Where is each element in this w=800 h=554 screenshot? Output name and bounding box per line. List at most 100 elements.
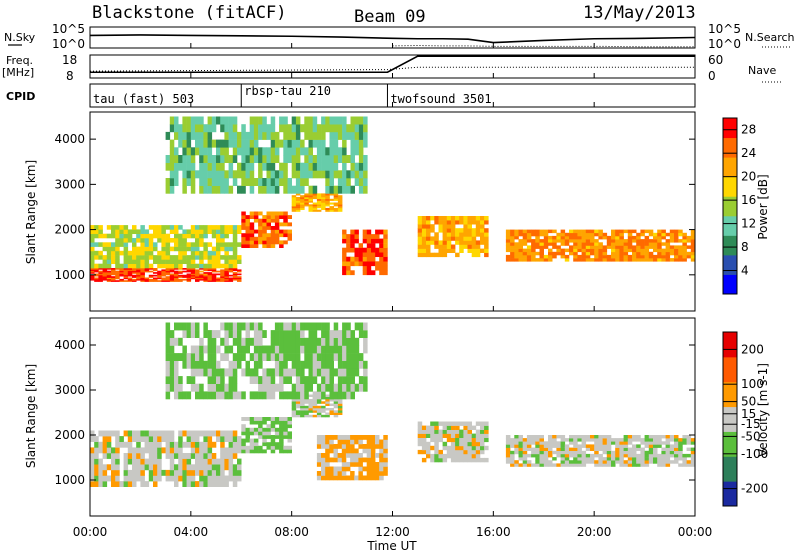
colorbar-swatch (723, 456, 737, 482)
heat-cell (270, 178, 276, 186)
heat-cell (669, 232, 675, 237)
heat-cell (90, 255, 95, 260)
heat-cell (653, 438, 658, 442)
heat-cell (140, 274, 145, 277)
heat-cell (585, 254, 591, 259)
heat-cell (144, 250, 150, 256)
heat-cell (383, 466, 388, 472)
heat-cell (657, 242, 662, 246)
heat-cell (505, 239, 511, 243)
heat-cell (350, 116, 355, 125)
heat-cell (253, 330, 259, 338)
heat-cell (325, 360, 330, 369)
heat-cell (363, 170, 368, 179)
colorbar-swatch (723, 196, 737, 217)
heat-cell (661, 453, 666, 458)
heat-cell (577, 453, 582, 458)
heat-cell (203, 273, 208, 276)
heat-cell (526, 460, 532, 464)
heat-cell (619, 251, 624, 256)
heat-cell (119, 233, 124, 239)
heat-cell (644, 245, 650, 249)
heat-cell (279, 170, 284, 179)
heat-cell (237, 447, 242, 454)
heat-cell (455, 453, 460, 459)
heat-cell (245, 215, 250, 219)
heat-cell (539, 441, 544, 445)
heat-cell (287, 449, 292, 454)
heat-cell (203, 185, 208, 194)
heat-cell (325, 457, 330, 463)
heat-cell (417, 252, 423, 258)
heat-cell (674, 457, 679, 461)
heat-cell (279, 322, 284, 331)
heat-cell (220, 116, 225, 125)
heat-cell (195, 255, 200, 260)
heat-cell (90, 246, 95, 252)
heat-cell (623, 435, 629, 439)
heat-cell (203, 268, 208, 270)
heat-cell (279, 211, 284, 216)
heat-cell (329, 337, 334, 346)
heat-cell (686, 251, 692, 256)
heat-cell (90, 229, 95, 234)
heat-cell (644, 242, 650, 246)
heat-cell (522, 248, 528, 253)
heat-cell (665, 248, 671, 253)
heat-cell (325, 439, 330, 445)
heat-cell (132, 269, 137, 272)
heat-cell (283, 427, 288, 432)
heat-cell (341, 444, 347, 449)
heat-cell (270, 162, 276, 171)
heat-cell (329, 116, 334, 125)
heat-cell (169, 270, 175, 273)
heat-cell (442, 457, 448, 463)
heat-cell (132, 481, 137, 487)
heat-cell (321, 471, 326, 476)
heat-cell (148, 242, 154, 247)
heat-cell (560, 450, 566, 455)
heat-cell (132, 458, 137, 465)
heat-cell (329, 435, 334, 440)
heat-cell (249, 131, 255, 140)
heat-cell (632, 229, 637, 234)
heat-cell (316, 162, 322, 171)
heat-cell (531, 254, 536, 259)
heat-cell (615, 450, 620, 455)
heat-cell (375, 453, 380, 458)
heat-cell (552, 444, 557, 448)
heat-cell (304, 198, 309, 201)
heat-cell (182, 250, 187, 256)
heat-cell (450, 445, 456, 451)
heat-cell (329, 206, 334, 209)
heat-cell (153, 255, 158, 260)
heat-cell (475, 421, 481, 426)
heat-cell (446, 449, 452, 455)
heat-cell (421, 236, 427, 241)
heat-cell (102, 269, 108, 272)
heat-cell (165, 376, 171, 384)
heat-cell (266, 222, 271, 227)
heat-cell (611, 229, 616, 234)
heat-cell (363, 178, 368, 186)
heat-cell (115, 225, 120, 230)
heat-cell (421, 248, 427, 253)
heat-cell (224, 263, 229, 269)
heat-cell (241, 417, 246, 421)
heat-cell (619, 248, 624, 253)
heat-cell (644, 258, 650, 262)
heat-cell (661, 258, 666, 262)
heat-cell (186, 276, 192, 278)
heat-cell (232, 322, 238, 331)
heat-cell (358, 453, 363, 458)
heat-cell (300, 408, 305, 411)
heat-cell (123, 242, 129, 247)
heat-cell (132, 255, 137, 260)
heat-cell (127, 481, 133, 487)
heat-cell (132, 250, 137, 256)
heat-cell (220, 263, 225, 269)
heat-cell (632, 258, 637, 262)
heat-cell (106, 475, 112, 482)
heat-cell (674, 254, 679, 259)
heat-cell (300, 337, 305, 346)
